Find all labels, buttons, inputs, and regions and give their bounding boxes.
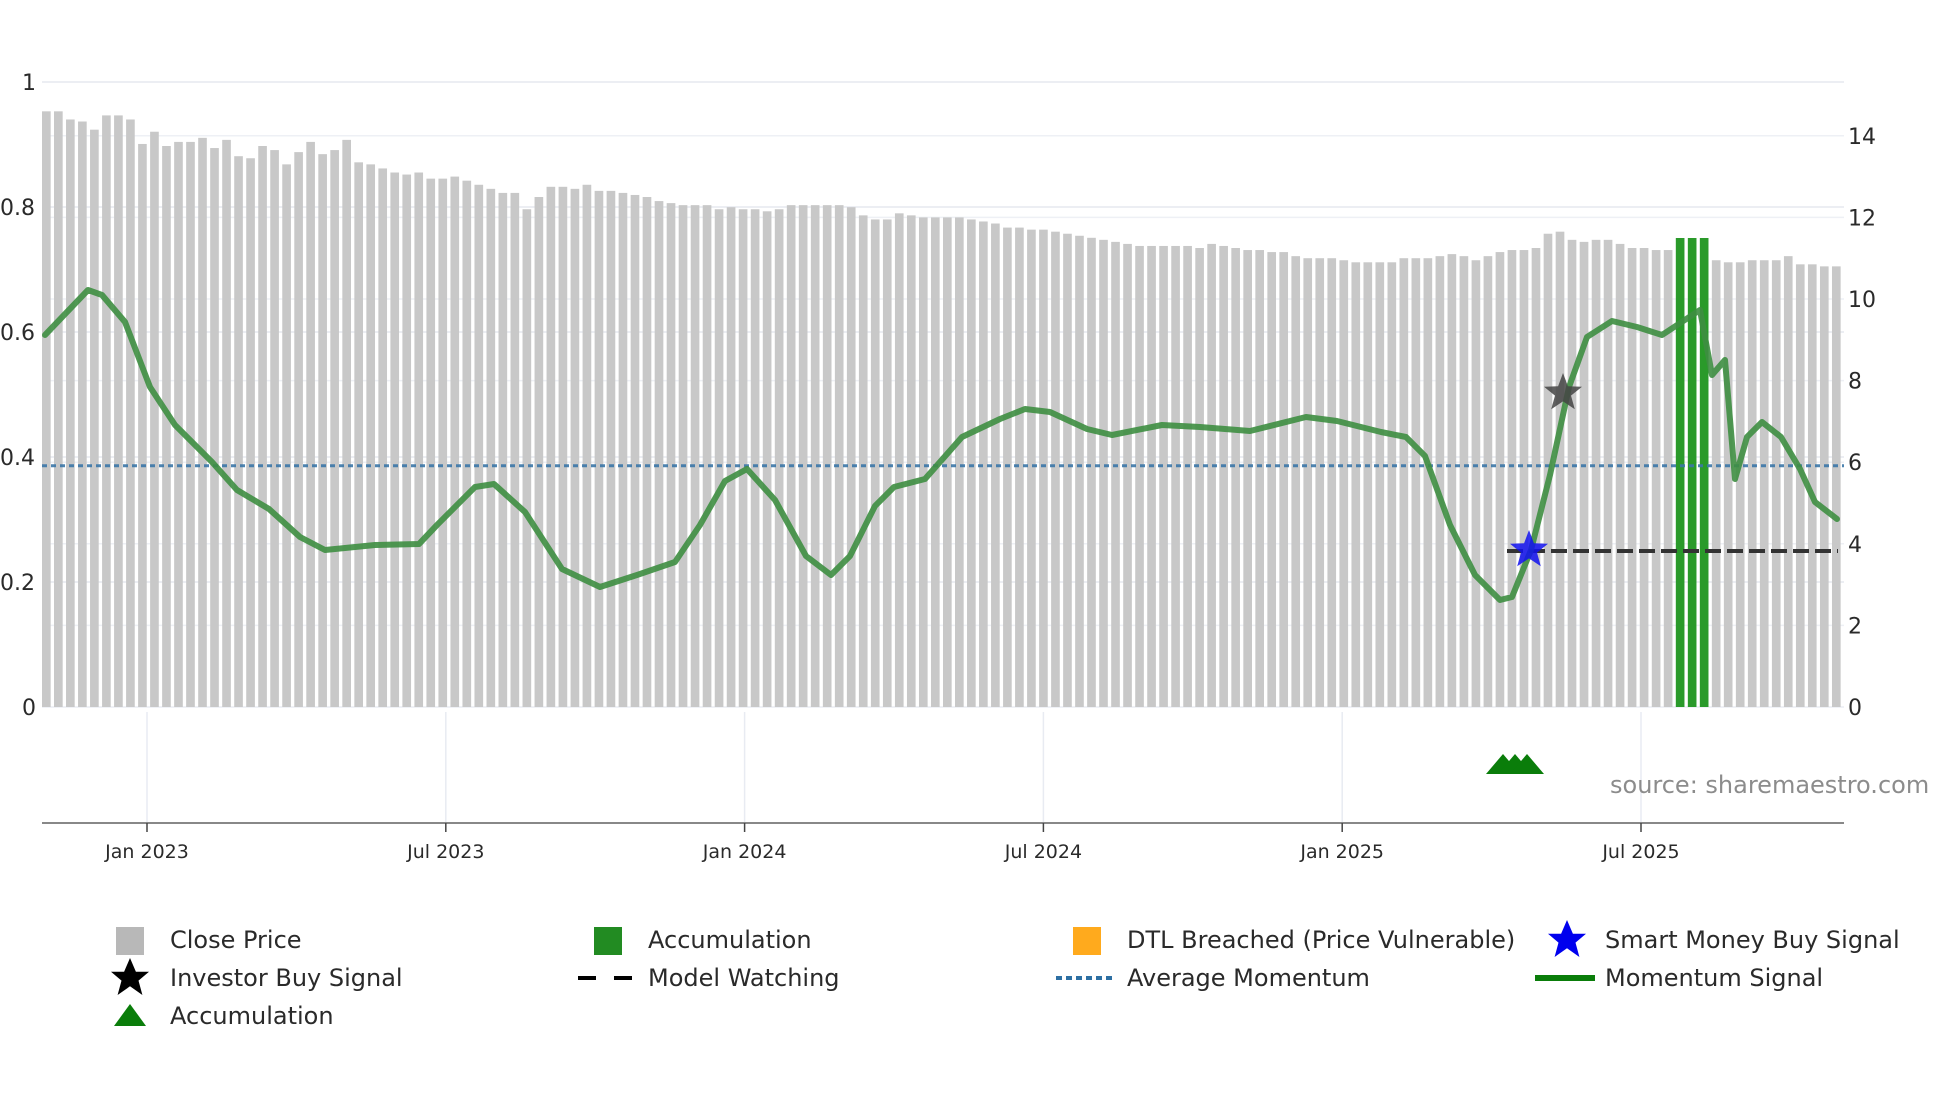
svg-text:Jan 2025: Jan 2025 [1299, 841, 1384, 863]
svg-text:1: 1 [22, 71, 36, 96]
legend-label: Accumulation [648, 926, 812, 954]
svg-text:12: 12 [1848, 206, 1876, 231]
left-y-axis: 0 0.2 0.4 0.6 0.8 1 [0, 71, 36, 721]
legend-label: Momentum Signal [1605, 964, 1824, 992]
dotted-line-icon [1056, 976, 1112, 980]
x-axis: Jan 2023 Jul 2023 Jan 2024 Jul 2024 Jan 2025… [42, 822, 1844, 863]
solid-line-icon [1535, 975, 1595, 981]
blue-star-icon [1548, 920, 1586, 957]
legend-label: DTL Breached (Price Vulnerable) [1127, 926, 1516, 954]
right-y-axis: 0 2 4 6 8 10 12 14 [1848, 125, 1876, 721]
svg-text:4: 4 [1848, 533, 1862, 558]
legend-label: Investor Buy Signal [170, 964, 403, 992]
legend-label: Smart Money Buy Signal [1605, 926, 1900, 954]
svg-text:14: 14 [1848, 125, 1876, 150]
legend-label: Model Watching [648, 964, 840, 992]
svg-text:Jul 2023: Jul 2023 [406, 841, 484, 863]
legend-label: Average Momentum [1127, 964, 1370, 992]
svg-text:2: 2 [1848, 614, 1862, 639]
svg-text:Jul 2024: Jul 2024 [1004, 841, 1082, 863]
legend-label: Close Price [170, 926, 302, 954]
close-price-bars [42, 111, 1841, 708]
svg-text:Jan 2024: Jan 2024 [702, 841, 787, 863]
source-annotation: source: sharemaestro.com [1610, 771, 1929, 799]
black-star-icon [111, 958, 149, 995]
square-swatch-icon [594, 927, 622, 955]
dashed-line-icon [578, 976, 634, 980]
square-swatch-icon [116, 927, 144, 955]
square-swatch-icon [1073, 927, 1101, 955]
svg-text:0.6: 0.6 [0, 321, 35, 346]
legend-label: Accumulation [170, 1002, 334, 1030]
svg-text:6: 6 [1848, 451, 1862, 476]
svg-text:0.2: 0.2 [0, 571, 35, 596]
svg-text:Jan 2023: Jan 2023 [104, 841, 189, 863]
svg-text:0: 0 [22, 696, 36, 721]
svg-text:0: 0 [1848, 696, 1862, 721]
svg-text:10: 10 [1848, 288, 1876, 313]
svg-text:8: 8 [1848, 370, 1862, 395]
smart-money-star-icon [1510, 530, 1548, 567]
momentum-signal-line [42, 287, 1840, 603]
signal-markers [1510, 373, 1582, 567]
svg-text:0.4: 0.4 [0, 446, 35, 471]
accumulation-panel [1486, 754, 1544, 774]
svg-text:Jul 2025: Jul 2025 [1601, 841, 1679, 863]
investor-star-icon [1544, 373, 1582, 410]
svg-text:0.8: 0.8 [0, 196, 35, 221]
triangle-up-icon [114, 1004, 146, 1026]
